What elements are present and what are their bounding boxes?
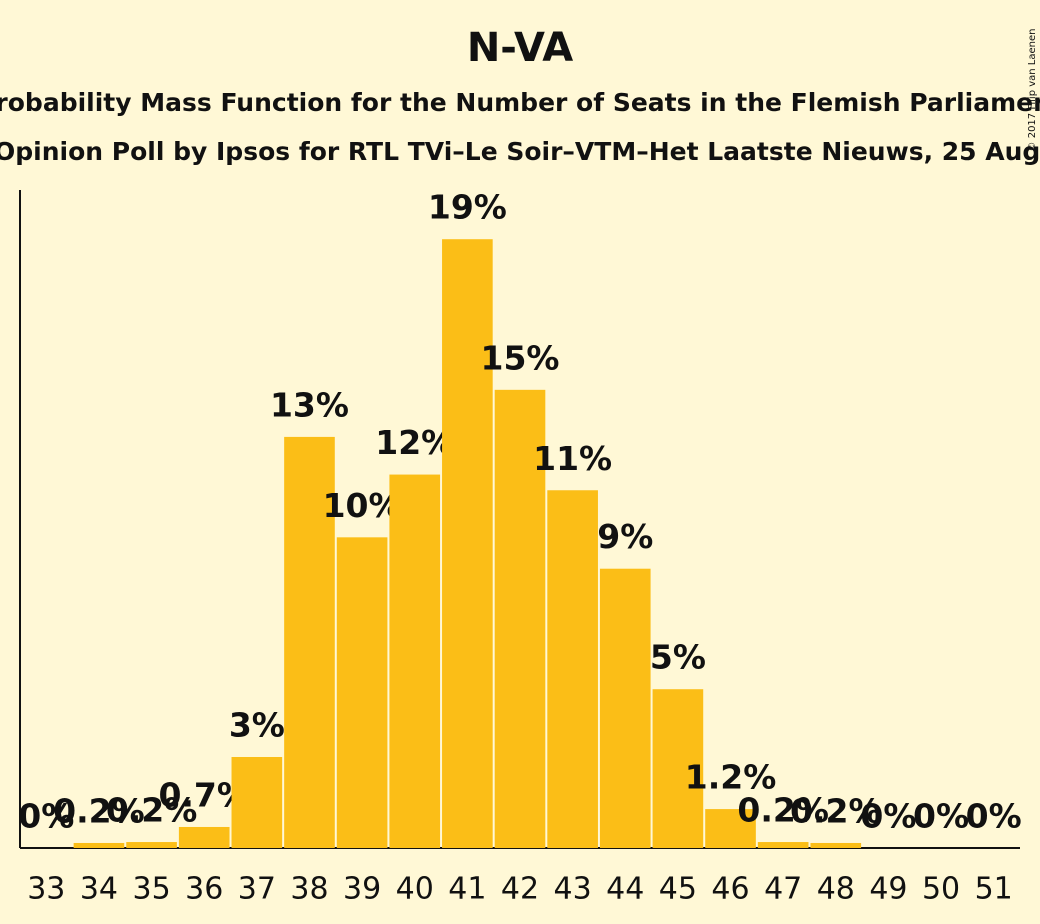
value-label: 0% <box>18 797 74 836</box>
x-tick-label: 41 <box>448 872 486 907</box>
x-tick-label: 44 <box>606 872 644 907</box>
x-tick-label: 40 <box>396 872 434 907</box>
bar <box>231 756 283 848</box>
value-label: 11% <box>533 439 612 478</box>
bar <box>126 842 177 848</box>
x-tick-label: 35 <box>132 872 170 907</box>
value-label: 12% <box>375 423 454 462</box>
value-label: 0.2% <box>53 791 145 830</box>
bar <box>336 537 388 848</box>
x-tick-label: 47 <box>764 872 802 907</box>
x-tick-label: 33 <box>27 872 65 907</box>
bar <box>442 239 493 848</box>
bar <box>547 490 598 848</box>
x-tick-label: 51 <box>975 872 1013 907</box>
bar <box>284 436 335 848</box>
value-label: 0.2% <box>106 791 198 830</box>
x-tick-label: 42 <box>501 872 539 907</box>
value-label: 15% <box>481 338 560 377</box>
value-label: 19% <box>428 188 507 227</box>
x-tick-label: 48 <box>817 872 855 907</box>
value-label: 0% <box>966 797 1022 836</box>
x-tick-label: 49 <box>869 872 907 907</box>
value-label: 5% <box>650 638 706 677</box>
chart-subtitle: Opinion Poll by Ipsos for RTL TVi–Le Soi… <box>0 137 1040 166</box>
credit: © 2017 Filip van Laenen <box>1027 29 1038 152</box>
x-tick-label: 38 <box>290 872 328 907</box>
value-label: 3% <box>229 705 285 744</box>
bar <box>757 842 809 848</box>
x-tick-label: 46 <box>711 872 749 907</box>
value-label: 10% <box>323 486 402 525</box>
value-label: 0.2% <box>737 791 829 830</box>
value-label: 0% <box>860 797 916 836</box>
x-tick-label: 37 <box>238 872 276 907</box>
x-tick-label: 39 <box>343 872 381 907</box>
x-tick-label: 34 <box>80 872 118 907</box>
value-label: 0.2% <box>790 791 882 830</box>
bar <box>389 474 441 848</box>
value-label: 9% <box>597 517 653 556</box>
chart-title: N-VA <box>467 25 573 71</box>
value-label: 1.2% <box>685 758 777 797</box>
bar <box>73 842 125 848</box>
bar <box>705 809 756 848</box>
bar <box>810 842 862 848</box>
x-tick-label: 36 <box>185 872 223 907</box>
bar <box>599 568 651 848</box>
bar <box>178 826 230 848</box>
value-label: 0% <box>913 797 969 836</box>
x-tick-label: 43 <box>554 872 592 907</box>
chart-subtitle: Probability Mass Function for the Number… <box>0 88 1040 117</box>
x-tick-label: 45 <box>659 872 697 907</box>
bar <box>494 389 546 848</box>
value-label: 13% <box>270 385 349 424</box>
x-tick-label: 50 <box>922 872 960 907</box>
bar <box>652 689 704 848</box>
